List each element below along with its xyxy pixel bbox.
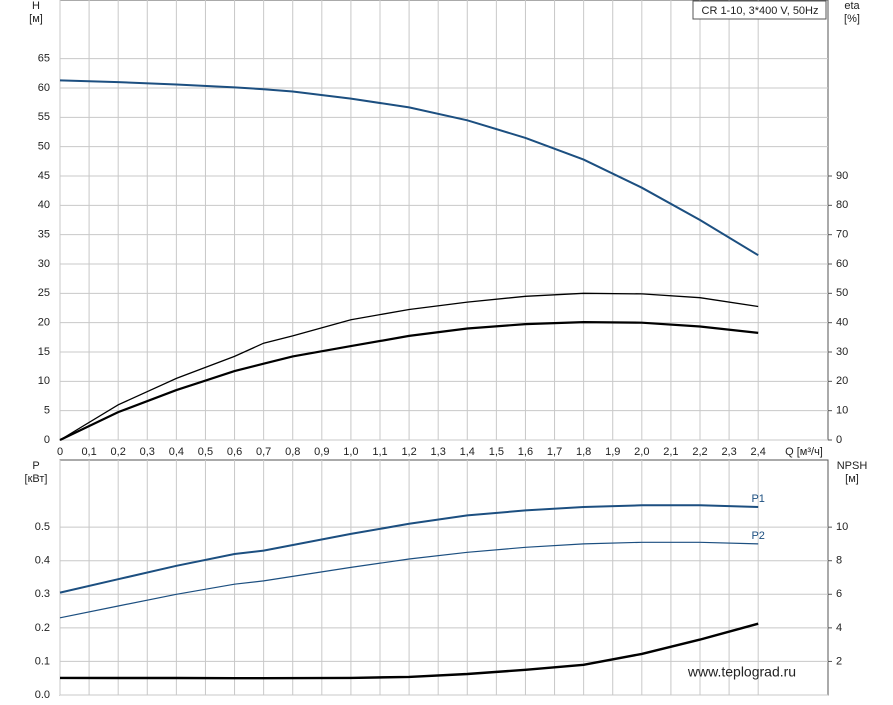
curve-label: P2 <box>751 530 764 542</box>
y-axis-label: H <box>32 0 40 12</box>
y2-axis-unit: [м] <box>845 473 859 485</box>
y-tick-label: 0 <box>44 434 50 446</box>
y2-tick-label: 2 <box>836 655 842 667</box>
y-tick-label: 15 <box>38 346 50 358</box>
x-tick-label: 0,2 <box>111 446 126 458</box>
x-tick-label: 2,2 <box>692 446 707 458</box>
x-axis-label: Q [м³/ч] <box>785 446 823 458</box>
x-tick-label: 1,7 <box>547 446 562 458</box>
y-tick-label: 45 <box>38 170 50 182</box>
y2-tick-label: 30 <box>836 346 848 358</box>
plot-frame <box>59 459 829 696</box>
y-tick-label: 65 <box>38 53 50 65</box>
y-tick-label: 40 <box>38 199 50 211</box>
curve <box>59 622 759 680</box>
y-axis-unit: [м] <box>29 13 43 25</box>
y-tick-label: 0.3 <box>35 588 50 600</box>
y-tick-label: 0.5 <box>35 521 50 533</box>
x-tick-label: 2,4 <box>751 446 766 458</box>
x-tick-label: 1,3 <box>431 446 446 458</box>
y2-tick-label: 0 <box>836 434 842 446</box>
x-tick-label: 1,5 <box>489 446 504 458</box>
x-tick-label: 0,7 <box>256 446 271 458</box>
x-tick-label: 0,1 <box>81 446 96 458</box>
y-tick-label: 20 <box>38 317 50 329</box>
x-tick-label: 1,6 <box>518 446 533 458</box>
curve <box>59 79 759 257</box>
x-tick-label: 0,4 <box>169 446 184 458</box>
y-axis-unit: [кВт] <box>25 473 48 485</box>
curve <box>59 320 759 441</box>
y2-tick-label: 50 <box>836 287 848 299</box>
x-tick-label: 2,1 <box>663 446 678 458</box>
y-tick-label: 25 <box>38 287 50 299</box>
x-tick-label: 0 <box>57 446 63 458</box>
y2-tick-label: 8 <box>836 555 842 567</box>
x-tick-label: 1,8 <box>576 446 591 458</box>
y-tick-label: 5 <box>44 405 50 417</box>
y2-tick-label: 6 <box>836 588 842 600</box>
y2-axis-unit: [%] <box>844 13 860 25</box>
x-tick-label: 1,2 <box>401 446 416 458</box>
curve <box>59 541 759 619</box>
x-tick-label: 1,4 <box>460 446 475 458</box>
y-tick-label: 60 <box>38 82 50 94</box>
y2-tick-label: 60 <box>836 258 848 270</box>
y-tick-label: 10 <box>38 375 50 387</box>
x-tick-label: 1,0 <box>343 446 358 458</box>
y-tick-label: 55 <box>38 111 50 123</box>
curve <box>59 504 759 594</box>
y2-axis-label: NPSH <box>837 460 868 472</box>
y2-tick-label: 10 <box>836 405 848 417</box>
x-tick-label: 0,9 <box>314 446 329 458</box>
y2-tick-label: 4 <box>836 622 842 634</box>
x-tick-label: 0,5 <box>198 446 213 458</box>
x-tick-label: 0,8 <box>285 446 300 458</box>
y-tick-label: 0.1 <box>35 655 50 667</box>
y2-tick-label: 10 <box>836 521 848 533</box>
x-tick-label: 0,6 <box>227 446 242 458</box>
chart-title: CR 1-10, 3*400 V, 50Hz <box>702 5 819 17</box>
y-tick-label: 0.0 <box>35 689 50 701</box>
x-tick-label: 2,0 <box>634 446 649 458</box>
y-tick-label: 0.2 <box>35 622 50 634</box>
curve <box>59 292 759 441</box>
y2-tick-label: 40 <box>836 317 848 329</box>
x-tick-label: 0,3 <box>140 446 155 458</box>
x-tick-label: 2,3 <box>721 446 736 458</box>
y2-tick-label: 70 <box>836 229 848 241</box>
title-box <box>692 0 827 20</box>
annotation: www.teplograd.ru <box>687 664 796 680</box>
y-axis-label: P <box>32 460 39 472</box>
x-tick-label: 1,1 <box>372 446 387 458</box>
y2-tick-label: 20 <box>836 375 848 387</box>
x-tick-label: 1,9 <box>605 446 620 458</box>
y-tick-label: 0.4 <box>35 555 50 567</box>
y-tick-label: 30 <box>38 258 50 270</box>
y2-tick-label: 80 <box>836 199 848 211</box>
y2-tick-label: 90 <box>836 170 848 182</box>
plot-frame <box>59 0 829 441</box>
curve-label: P1 <box>751 493 764 505</box>
y-tick-label: 35 <box>38 229 50 241</box>
y-tick-label: 50 <box>38 141 50 153</box>
y2-axis-label: eta <box>844 0 860 12</box>
